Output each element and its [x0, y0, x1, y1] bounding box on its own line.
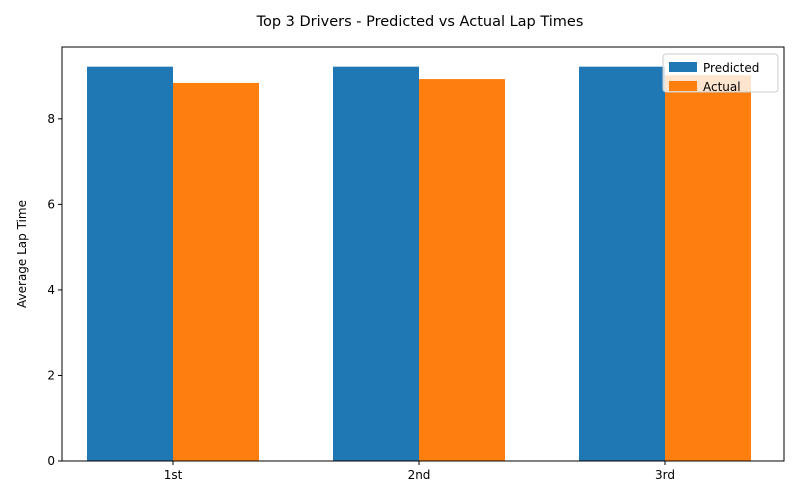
- x-tick-label: 1st: [164, 468, 183, 482]
- plot-frame: [61, 46, 785, 462]
- legend-swatch-predicted: [669, 62, 697, 72]
- bar-predicted-3rd: [579, 66, 665, 461]
- chart-title: Top 3 Drivers - Predicted vs Actual Lap …: [256, 14, 584, 30]
- y-tick-label: 6: [47, 197, 55, 211]
- bar-actual-1st: [173, 82, 259, 461]
- bar-predicted-2nd: [333, 66, 419, 461]
- y-tick-label: 2: [47, 368, 55, 382]
- bar-actual-2nd: [419, 79, 505, 461]
- y-axis-label: Average Lap Time: [15, 200, 29, 308]
- x-tick-label: 2nd: [408, 468, 431, 482]
- bar-actual-3rd: [665, 75, 751, 462]
- bars-layer: [87, 66, 751, 462]
- ticks-layer: 1st 2nd 3rd 0 2 4 6 8: [47, 112, 675, 482]
- x-tick-label: 3rd: [655, 468, 675, 482]
- legend-label-predicted: Predicted: [703, 61, 759, 75]
- y-tick-label: 0: [47, 454, 55, 468]
- y-tick-label: 8: [47, 112, 55, 126]
- legend: Predicted Actual: [662, 53, 779, 94]
- legend-swatch-actual: [669, 81, 697, 91]
- legend-label-actual: Actual: [703, 80, 741, 94]
- bar-predicted-1st: [87, 66, 173, 461]
- y-tick-label: 4: [47, 283, 55, 297]
